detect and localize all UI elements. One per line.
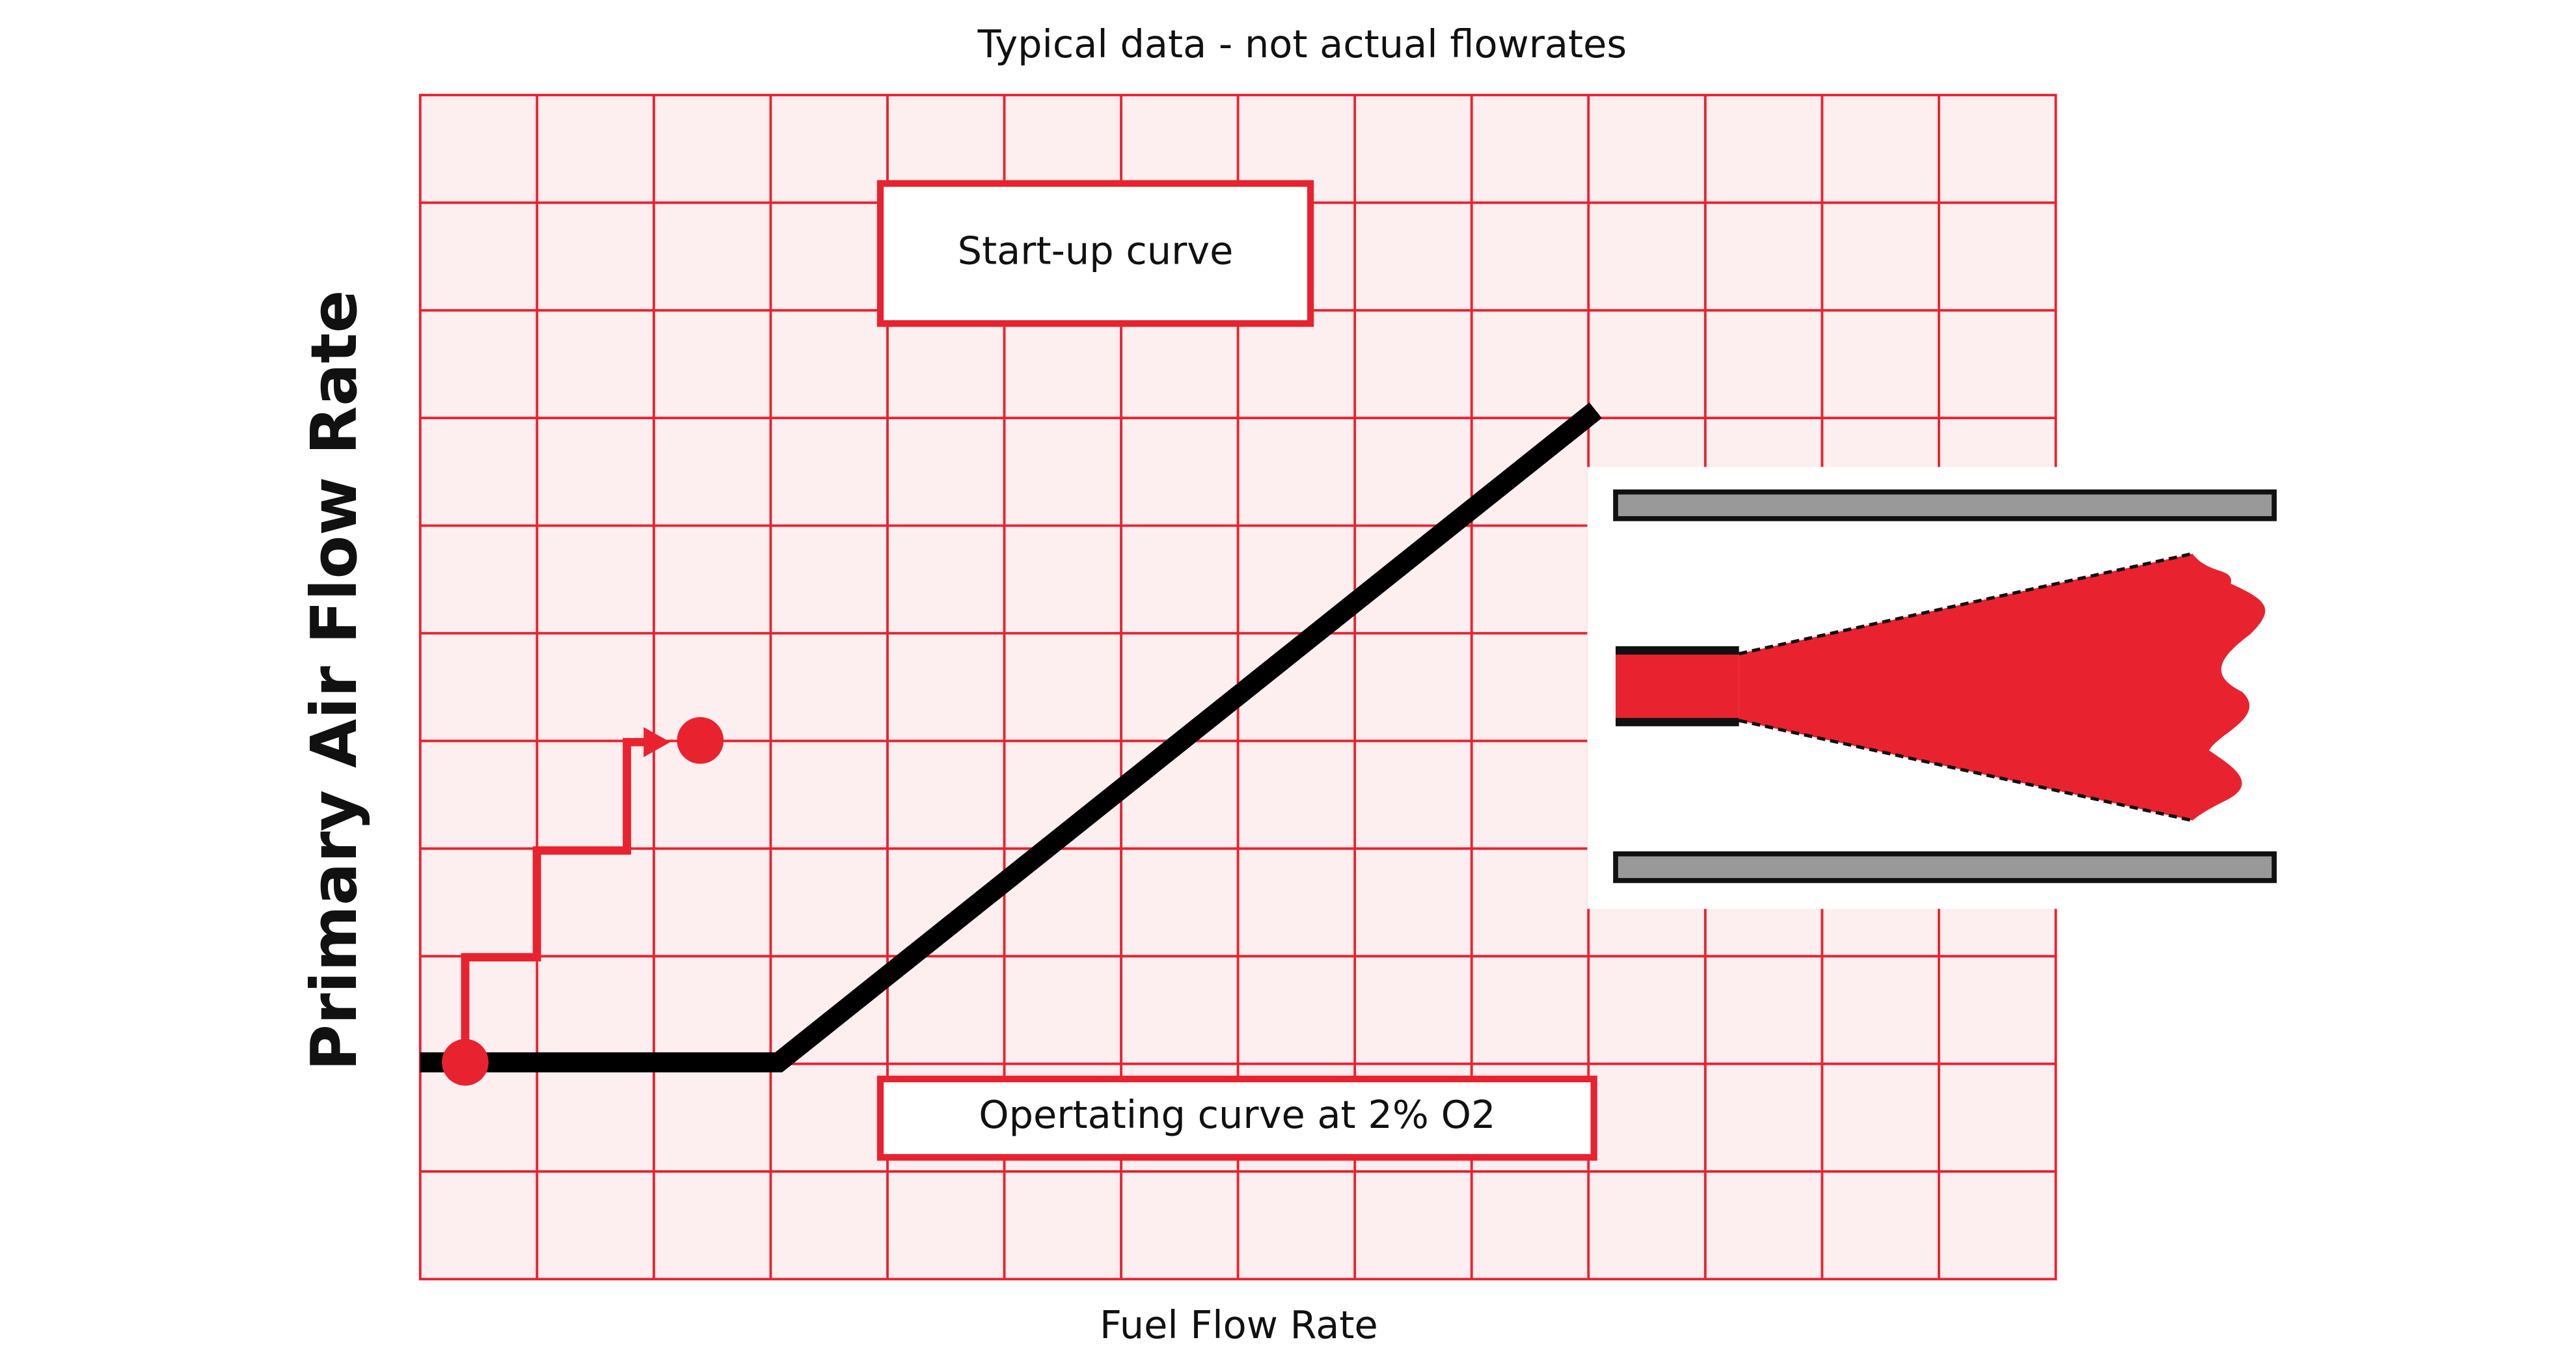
nozzle [1616, 650, 1739, 724]
x-axis-label: Fuel Flow Rate [1100, 1302, 1378, 1347]
y-axis-label: Primary Air Flow Rate [297, 290, 371, 1071]
flame-edge [1739, 719, 2193, 823]
arrow-head [644, 727, 671, 758]
flame-edge [1739, 552, 2193, 655]
start-point [442, 1039, 489, 1086]
label: Start-up curve [958, 228, 1234, 273]
startup-curve [461, 737, 651, 1063]
label-box [876, 180, 1314, 327]
label: Opertating curve at 2% O2 [979, 1092, 1495, 1137]
operating-curve [420, 402, 1602, 1073]
burner-wall [1613, 851, 2277, 883]
end-point [677, 717, 724, 764]
burner-wall [1613, 489, 2277, 521]
title: Typical data - not actual flowrates [977, 21, 1627, 66]
label-box [876, 1075, 1597, 1161]
flame [1739, 553, 2266, 821]
